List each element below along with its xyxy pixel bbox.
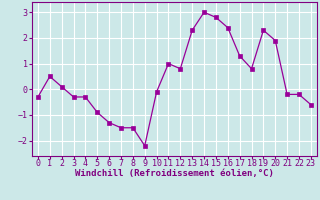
X-axis label: Windchill (Refroidissement éolien,°C): Windchill (Refroidissement éolien,°C) [75, 169, 274, 178]
